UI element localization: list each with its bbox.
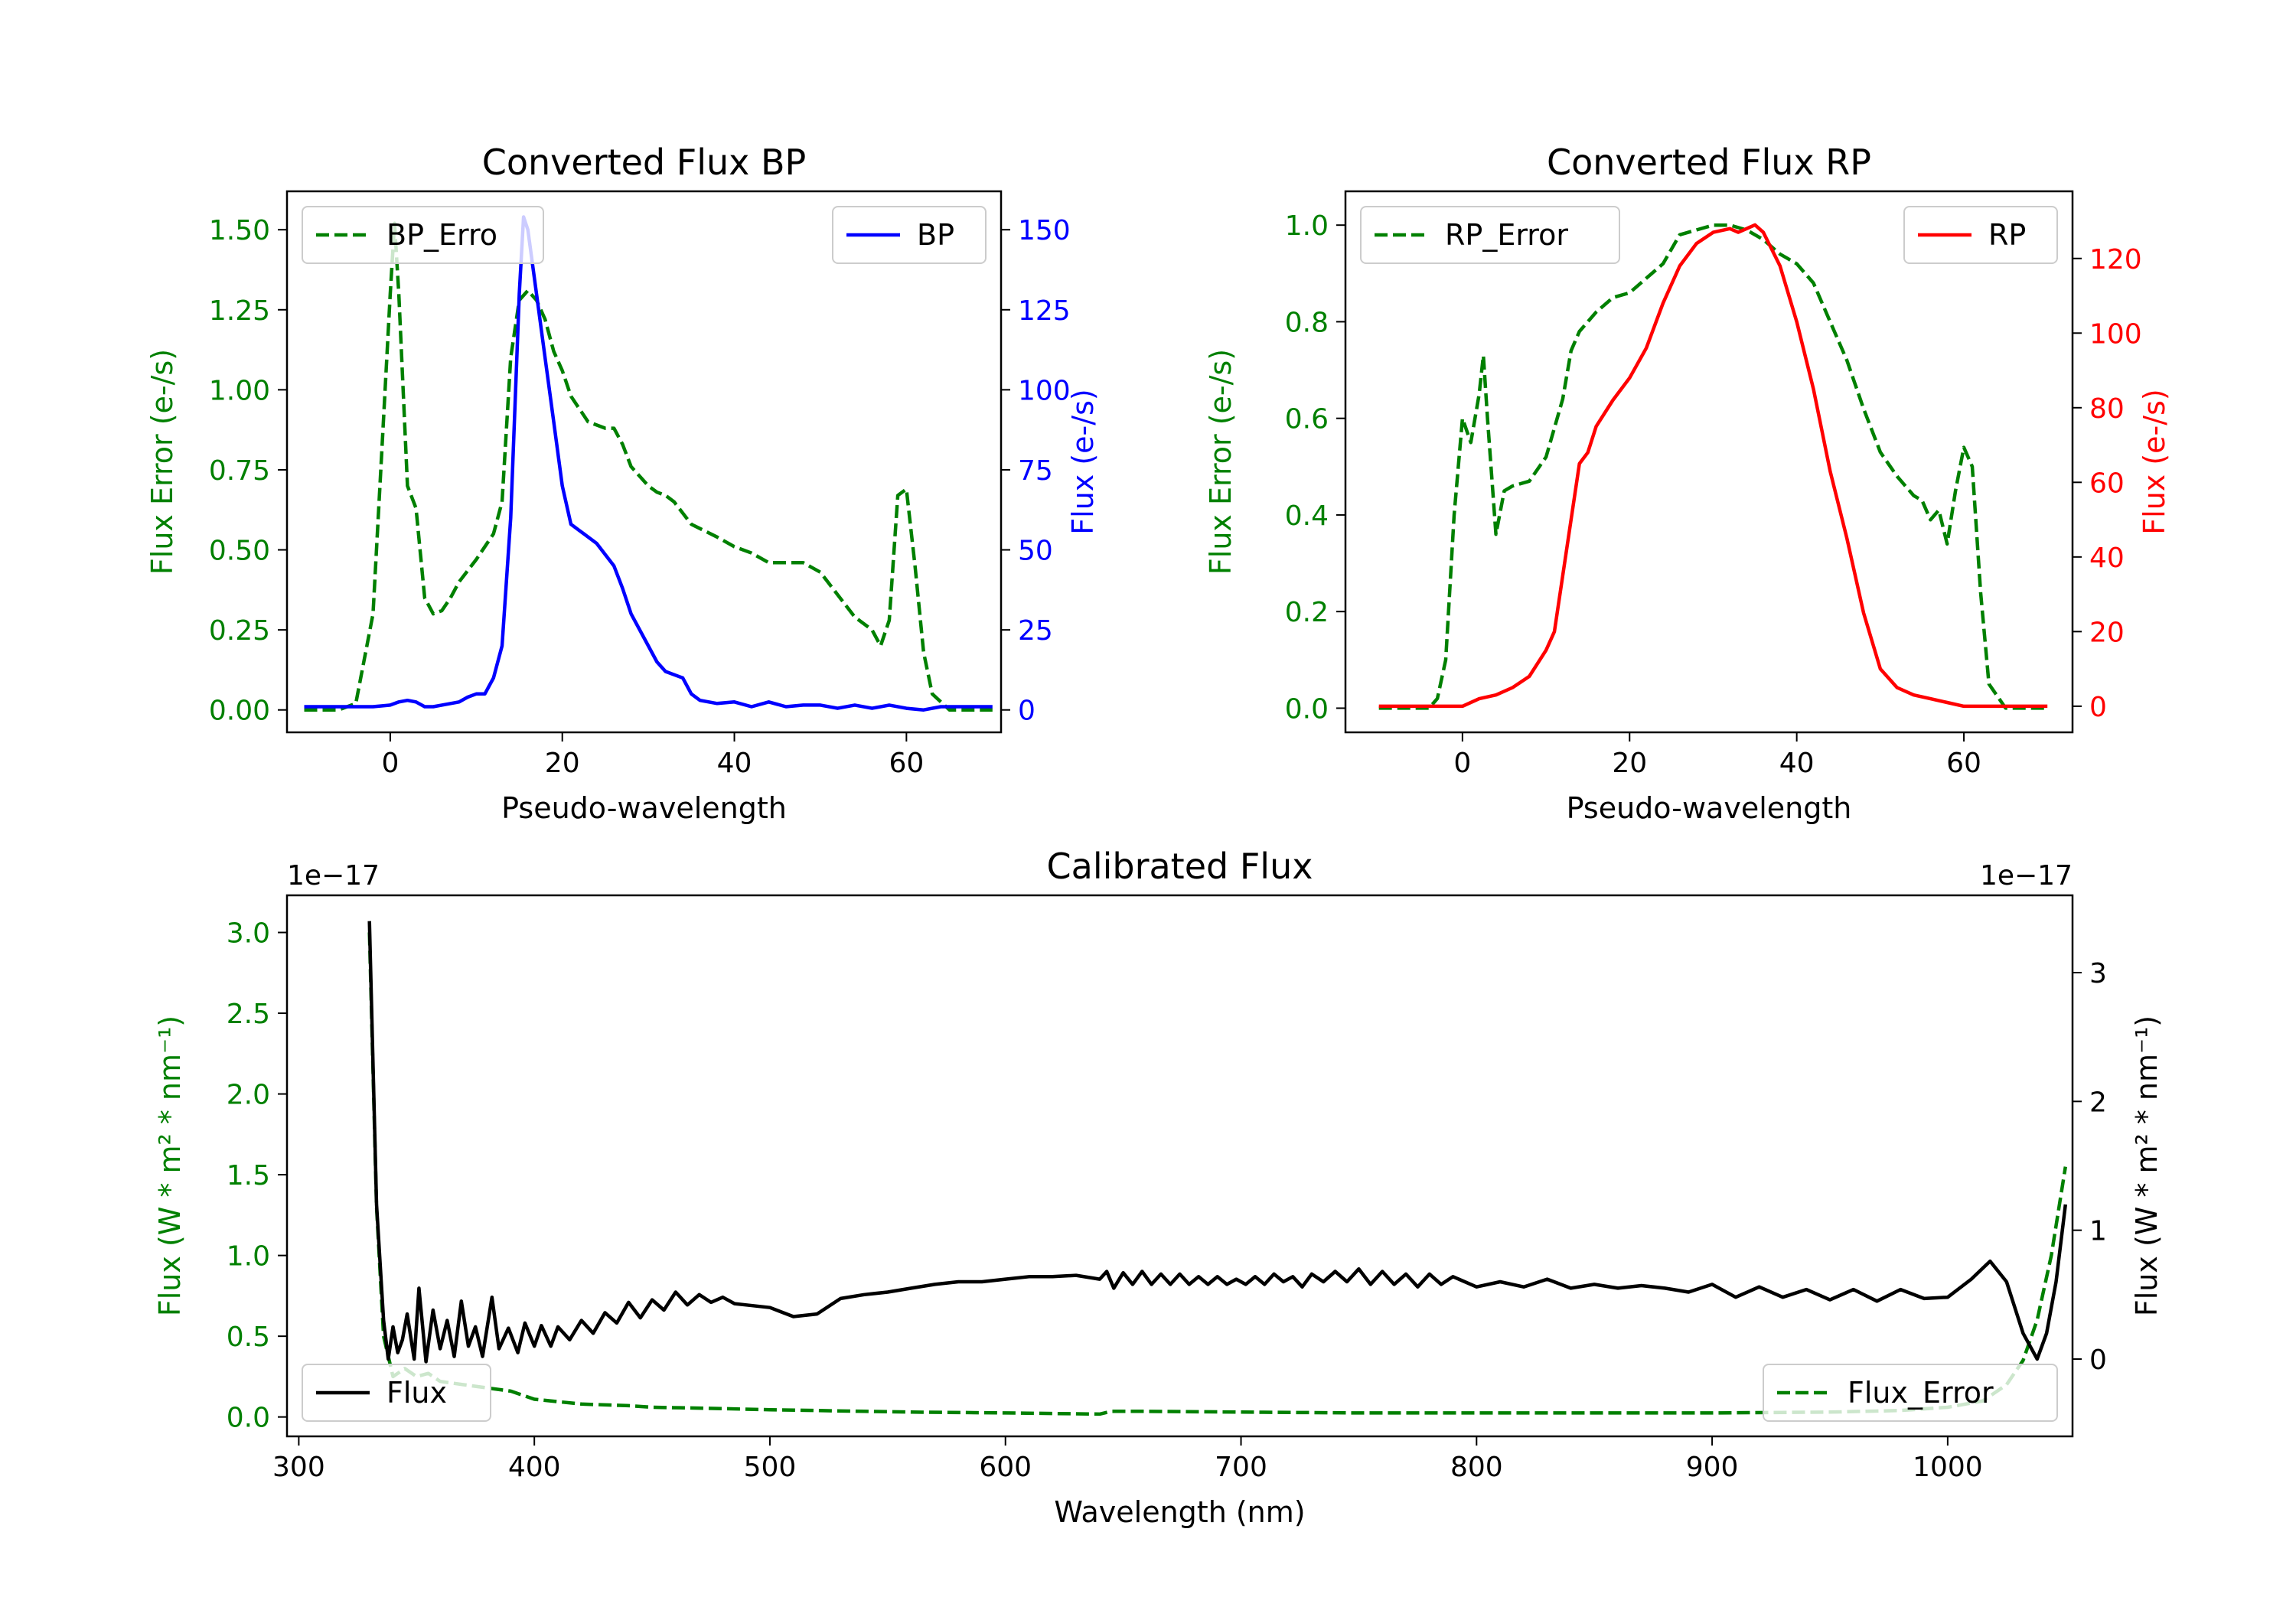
y-left-tick-label: 1.5 — [227, 1160, 270, 1191]
x-tick-label: 1000 — [1913, 1452, 1983, 1483]
y-left-axis-label: Flux Error (e-/s) — [145, 349, 179, 575]
x-tick-label: 700 — [1215, 1452, 1267, 1483]
y-right-axis-label: Flux (e-/s) — [2138, 389, 2171, 534]
chart-3: 300 400 500 600 700 800 900 1000 0.0 0.5 1.0 1.5 2.0… — [153, 846, 2164, 1529]
legend-bp-error: BP_Erro — [302, 206, 544, 264]
legend-label: BP — [917, 218, 954, 252]
y-left-tick-label: 1.00 — [209, 375, 270, 406]
y-right-tick-label: 60 — [2089, 468, 2125, 499]
chart-2: 0 20 40 60 0.0 0.2 0.4 0.6 0.8 1.0 0 20 40 60 80 100 120… — [1204, 142, 2171, 825]
y-right-tick-label: 0 — [2089, 692, 2107, 723]
y-left-tick-label: 0.5 — [227, 1322, 270, 1353]
y-left-axis-label: Flux Error (e-/s) — [1204, 349, 1238, 575]
chart-title: Calibrated Flux — [1047, 846, 1313, 887]
legend-rp: RP — [1903, 206, 2058, 264]
x-tick-label: 600 — [979, 1452, 1032, 1483]
y-right-tick-label: 75 — [1018, 455, 1053, 487]
legend-label: Flux_Error — [1848, 1376, 1994, 1410]
y-right-tick-label: 100 — [1018, 375, 1071, 406]
y-right-tick-label: 1 — [2089, 1216, 2107, 1247]
legend-label: BP_Erro — [386, 218, 497, 252]
x-tick-label: 900 — [1686, 1452, 1739, 1483]
y-left-axis-label: Flux (W * m² * nm⁻¹) — [153, 1015, 187, 1316]
y-right-tick-label: 50 — [1018, 536, 1053, 567]
legend-box — [1763, 1364, 2058, 1422]
axes-frame — [285, 894, 2074, 1438]
x-tick-label: 40 — [717, 748, 752, 779]
y-right-tick-label: 40 — [2089, 543, 2125, 574]
y-left-tick-label: 0.0 — [1285, 693, 1329, 725]
y-left-tick-label: 0.00 — [209, 696, 270, 727]
y-left-tick-label: 0.8 — [1285, 307, 1329, 338]
y-left-tick-label: 0.4 — [1285, 500, 1329, 532]
axes-frame — [285, 190, 1003, 734]
legend-rp-error: RP_Error — [1360, 206, 1620, 264]
y-left-tick-label: 1.0 — [227, 1241, 270, 1273]
y-left-tick-label: 1.0 — [1285, 210, 1329, 242]
x-tick-label: 20 — [1612, 748, 1647, 779]
y-right-tick-label: 125 — [1018, 295, 1071, 327]
series-line-rp-error — [1378, 223, 2048, 710]
series-line-bp — [304, 215, 993, 712]
legend-bp: BP — [832, 206, 987, 264]
legend-label: Flux — [386, 1376, 447, 1410]
y-left-tick-label: 0.50 — [209, 536, 270, 567]
x-tick-label: 60 — [889, 748, 924, 779]
y-left-tick-label: 1.50 — [209, 215, 270, 246]
y-right-tick-label: 2 — [2089, 1087, 2107, 1118]
legend-box — [1360, 206, 1620, 264]
x-tick-label: 400 — [508, 1452, 561, 1483]
y-right-tick-label: 120 — [2089, 244, 2142, 275]
y-right-tick-label: 80 — [2089, 393, 2125, 425]
legend-box — [832, 206, 987, 264]
chart-title: Converted Flux RP — [1547, 142, 1871, 183]
x-tick-label: 20 — [545, 748, 580, 779]
chart-title: Converted Flux BP — [482, 142, 807, 183]
y-left-tick-label: 0.0 — [227, 1403, 270, 1434]
x-tick-label: 500 — [744, 1452, 797, 1483]
y-right-tick-label: 25 — [1018, 615, 1053, 647]
series-line-rp — [1378, 223, 2048, 709]
y-left-tick-label: 0.25 — [209, 615, 270, 647]
legend-flux: Flux — [302, 1364, 491, 1422]
legend-box — [302, 206, 544, 264]
x-axis-label: Pseudo-wavelength — [1567, 791, 1852, 825]
y-left-tick-label: 2.0 — [227, 1080, 270, 1111]
series-line-flux — [367, 921, 2068, 1364]
y-right-tick-label: 150 — [1018, 215, 1071, 246]
x-tick-label: 60 — [1946, 748, 1981, 779]
series-line-bp-error — [304, 221, 993, 712]
x-tick-label: 0 — [381, 748, 399, 779]
x-tick-label: 300 — [272, 1452, 325, 1483]
x-axis-label: Pseudo-wavelength — [501, 791, 787, 825]
x-tick-label: 0 — [1453, 748, 1471, 779]
y-right-tick-label: 3 — [2089, 958, 2107, 989]
y-right-tick-label: 100 — [2089, 318, 2142, 350]
y-left-tick-label: 2.5 — [227, 999, 270, 1030]
y-right-offset-label: 1e−17 — [1980, 860, 2073, 892]
y-left-tick-label: 0.2 — [1285, 597, 1329, 628]
chart-1: 0 20 40 60 0.00 0.25 0.50 0.75 1.00 1.25 1.50 0 25 50… — [145, 142, 1100, 825]
y-right-tick-label: 0 — [1018, 696, 1035, 727]
y-left-tick-label: 0.6 — [1285, 404, 1329, 435]
y-left-tick-label: 3.0 — [227, 918, 270, 950]
legend-flux-error: Flux_Error — [1763, 1364, 2058, 1422]
x-tick-label: 800 — [1450, 1452, 1503, 1483]
x-tick-label: 40 — [1779, 748, 1815, 779]
y-right-tick-label: 0 — [2089, 1345, 2107, 1376]
y-left-tick-label: 0.75 — [209, 455, 270, 487]
y-right-axis-label: Flux (e-/s) — [1066, 389, 1100, 534]
y-left-offset-label: 1e−17 — [287, 860, 380, 892]
legend-label: RP_Error — [1445, 218, 1568, 252]
legend-box — [302, 1364, 491, 1422]
legend-box — [1903, 206, 2058, 264]
x-axis-label: Wavelength (nm) — [1054, 1495, 1305, 1529]
y-right-axis-label: Flux (W * m² * nm⁻¹) — [2130, 1015, 2164, 1316]
y-left-tick-label: 1.25 — [209, 295, 270, 327]
legend-label: RP — [1988, 218, 2026, 252]
axes-frame — [1344, 190, 2074, 734]
y-right-tick-label: 20 — [2089, 617, 2125, 648]
